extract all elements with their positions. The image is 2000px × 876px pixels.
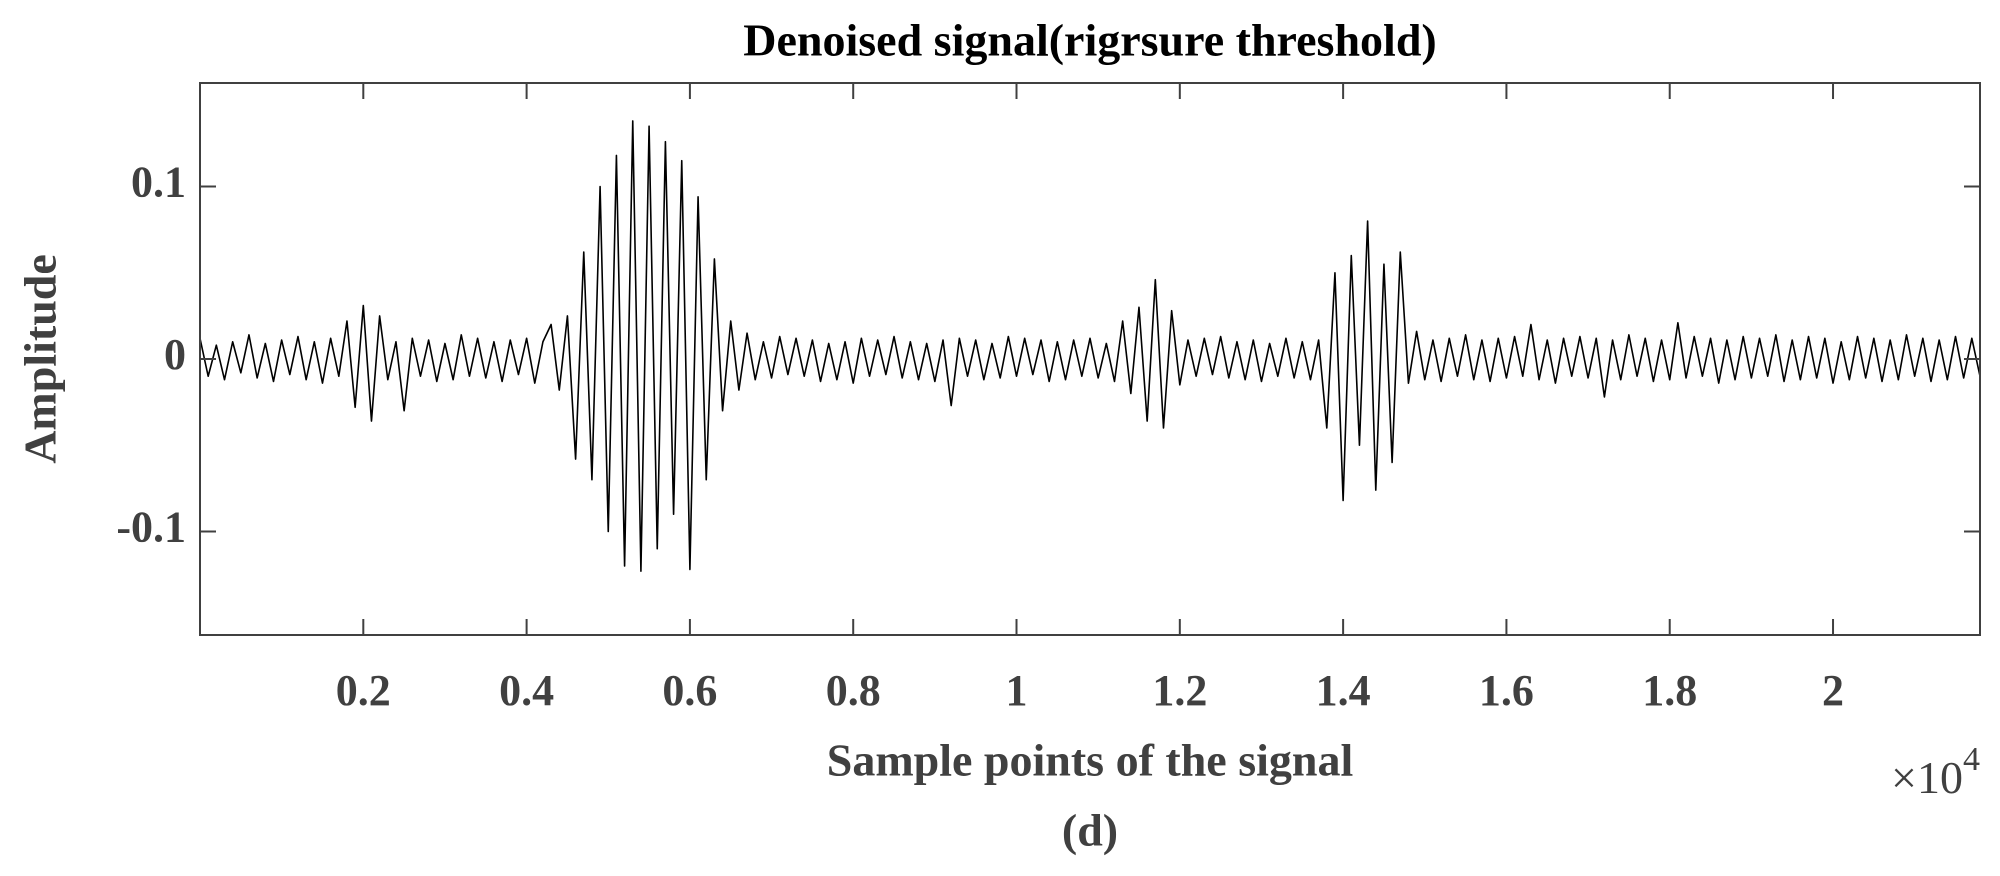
- y-tick-label: -0.1: [116, 503, 186, 552]
- chart-title: Denoised signal(rigrsure threshold): [743, 15, 1436, 66]
- y-axis-label: Amplitude: [15, 254, 66, 464]
- x-tick-label: 1: [1006, 666, 1028, 715]
- x-tick-label: 0.2: [336, 666, 391, 715]
- signal-line: [200, 120, 1980, 572]
- x-multiplier: ×104: [1891, 741, 1980, 803]
- x-tick-label: 2: [1822, 666, 1844, 715]
- caption: (d): [1062, 805, 1118, 856]
- x-tick-label: 0.4: [499, 666, 554, 715]
- x-multiplier-base: ×10: [1891, 752, 1963, 803]
- plot-frame: [199, 82, 1981, 636]
- x-tick-label: 0.8: [826, 666, 881, 715]
- y-tick-label: 0.1: [131, 158, 186, 207]
- x-multiplier-exponent: 4: [1963, 741, 1980, 778]
- x-tick-label: 1.8: [1642, 666, 1697, 715]
- x-axis-label: Sample points of the signal: [827, 735, 1354, 786]
- x-tick-label: 0.6: [662, 666, 717, 715]
- x-tick-label: 1.6: [1479, 666, 1534, 715]
- x-tick-label: 1.2: [1152, 666, 1207, 715]
- x-tick-label: 1.4: [1316, 666, 1371, 715]
- y-tick-label: 0: [164, 330, 186, 379]
